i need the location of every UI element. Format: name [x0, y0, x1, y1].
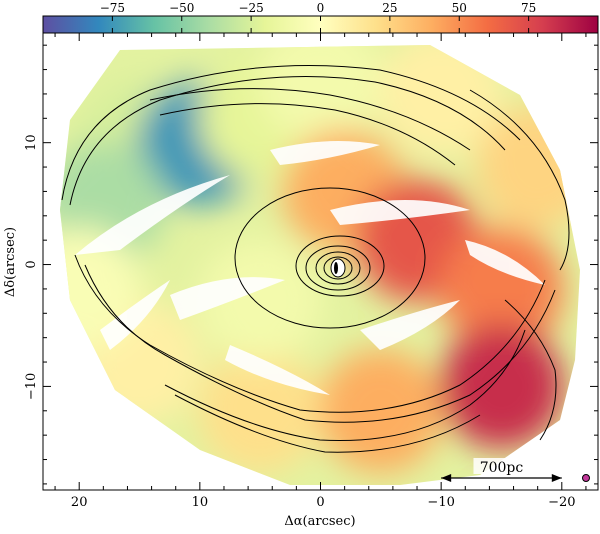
- scale-bar-arrow-right: [551, 474, 562, 482]
- y-axis-label: Δδ(arcsec): [3, 227, 18, 297]
- axis-ticks: 20 10 0 −10 −20 10 0 −10: [24, 33, 598, 510]
- velocity-field: [60, 45, 580, 485]
- colorbar-tick-label: 25: [382, 1, 397, 15]
- x-tick-label: 20: [71, 495, 88, 510]
- velocity-region-9: [439, 226, 564, 351]
- y-tick-label: 0: [24, 260, 39, 268]
- colorbar-tick-label: 0: [317, 1, 325, 15]
- colorbar-tick-label: 75: [521, 1, 536, 15]
- colorbar-tick-label: 50: [452, 1, 467, 15]
- scale-bar: 700pc: [441, 458, 562, 482]
- x-tick-label: −20: [548, 495, 575, 510]
- scale-bar-label: 700pc: [480, 460, 524, 476]
- colorbar-tick-label: −50: [169, 1, 194, 15]
- x-tick-label: 10: [192, 495, 209, 510]
- scale-bar-arrow-left: [441, 474, 452, 482]
- intensity-contours: [61, 65, 570, 453]
- x-tick-label: −10: [427, 495, 454, 510]
- colorbar-tick-label: −75: [100, 1, 125, 15]
- y-tick-label: −10: [24, 373, 39, 400]
- nucleus: [330, 258, 346, 278]
- colorbar-tick-label: −25: [238, 1, 263, 15]
- velocity-region-15: [60, 226, 142, 351]
- colorbar: −75 −50 −25 0 25 50 75: [42, 1, 599, 34]
- y-tick-label: 10: [24, 134, 39, 151]
- beam-marker: [582, 474, 590, 482]
- velocity-region-11: [318, 348, 443, 473]
- masked-lanes: [75, 141, 545, 395]
- velocity-region-4: [258, 45, 383, 144]
- x-tick-label: 0: [316, 495, 324, 510]
- velocity-region-14: [198, 239, 323, 364]
- x-axis-label: Δα(arcsec): [284, 514, 355, 529]
- velocity-region-10: [439, 324, 564, 449]
- velocity-region-6: [475, 105, 580, 230]
- scale-bar-label-bg: [473, 458, 530, 474]
